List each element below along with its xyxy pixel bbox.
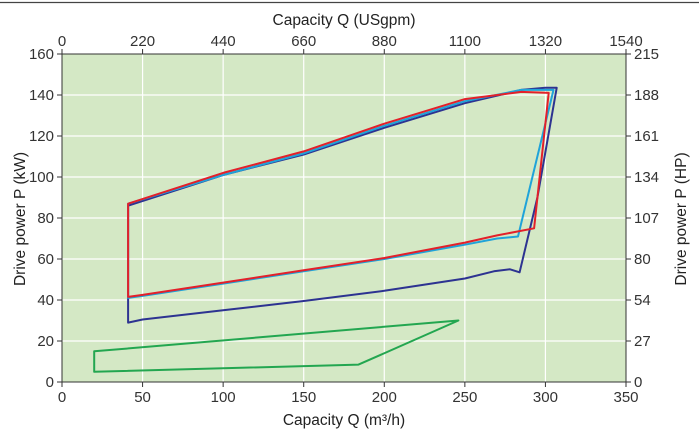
right-tick-label: 27	[634, 333, 651, 350]
right-tick-label: 134	[634, 169, 659, 186]
x-tick-label: 150	[291, 389, 316, 406]
top-tick-label: 1540	[609, 33, 642, 50]
y-tick-label: 100	[29, 169, 54, 186]
right-tick-label: 215	[634, 46, 659, 63]
top-tick-label: 880	[372, 33, 397, 50]
right-tick-label: 80	[634, 251, 651, 268]
x-tick-label: 100	[211, 389, 236, 406]
x-axis-title-top: Capacity Q (USgpm)	[273, 12, 416, 29]
top-tick-label: 220	[130, 33, 155, 50]
right-tick-label: 54	[634, 292, 651, 309]
x-tick-label: 200	[372, 389, 397, 406]
y-tick-label: 0	[46, 374, 54, 391]
y-tick-label: 60	[37, 251, 54, 268]
y-tick-label: 20	[37, 333, 54, 350]
series-line-4	[127, 90, 550, 298]
top-tick-label: 660	[291, 33, 316, 50]
x-tick-label: 0	[58, 389, 66, 406]
right-tick-label: 107	[634, 210, 659, 227]
y-tick-label: 40	[37, 292, 54, 309]
y-tick-label: 160	[29, 46, 54, 63]
right-tick-label: 188	[634, 87, 659, 104]
x-tick-label: 350	[613, 389, 638, 406]
y-axis-title-right: Drive power P (HP)	[673, 152, 690, 285]
y-tick-label: 140	[29, 87, 54, 104]
x-tick-label: 300	[533, 389, 558, 406]
top-tick-label: 1100	[449, 33, 481, 50]
right-tick-label: 161	[634, 128, 659, 145]
x-tick-label: 250	[452, 389, 477, 406]
x-axis-title-bottom: Capacity Q (m³/h)	[283, 412, 405, 429]
series-line-1	[93, 319, 460, 373]
y-tick-label: 80	[37, 210, 54, 227]
tick-marks	[57, 49, 631, 387]
y-tick-label: 120	[29, 128, 54, 145]
data-series	[93, 86, 558, 373]
top-tick-label: 0	[58, 33, 66, 50]
x-tick-label: 50	[134, 389, 151, 406]
y-axis-title-left: Drive power P (kW)	[12, 152, 29, 286]
top-tick-label: 1320	[529, 33, 562, 50]
right-tick-label: 0	[634, 374, 642, 391]
top-tick-label: 440	[211, 33, 236, 50]
